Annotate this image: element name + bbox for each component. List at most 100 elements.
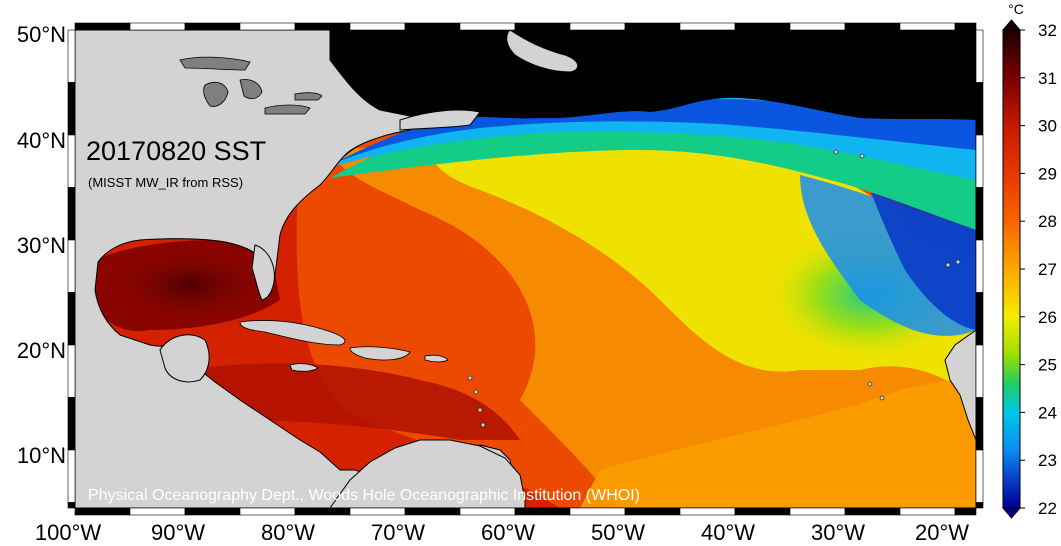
frame-graduation — [67, 292, 76, 346]
colorbar-tick-label: 31 — [1038, 69, 1057, 88]
frame-graduation — [899, 22, 956, 31]
colorbar-tick-label: 28 — [1038, 212, 1057, 231]
island-lesser-antilles-4 — [480, 422, 486, 428]
frame-graduation — [954, 22, 977, 31]
frame-graduation — [404, 507, 461, 516]
lat-label-50n: 50°N — [17, 22, 66, 47]
island-puerto-rico — [424, 354, 449, 363]
island-hispaniola — [349, 346, 411, 361]
colorbar-tick-label: 26 — [1038, 308, 1057, 327]
island-azores-1 — [833, 149, 839, 155]
frame-graduation — [67, 397, 76, 451]
colorbar-tick-label: 25 — [1038, 356, 1057, 375]
frame-graduation — [514, 507, 571, 516]
lon-label-100w: 100°W — [35, 520, 102, 545]
map-credit: Physical Oceanography Dept., Woods Hole … — [88, 487, 640, 504]
frame-graduation — [67, 344, 76, 398]
frame-graduation — [975, 29, 984, 83]
frame-graduation — [789, 507, 846, 516]
lon-label-90w: 90°W — [151, 520, 205, 545]
colorbar-unit: °C — [1008, 1, 1024, 17]
frame-graduation — [129, 507, 186, 516]
lake-huron — [239, 79, 263, 100]
land-florida — [251, 244, 275, 301]
frame-graduation — [74, 22, 131, 31]
lon-label-40w: 40°W — [701, 520, 755, 545]
frame-graduation — [844, 507, 901, 516]
island-canary-1 — [945, 262, 951, 268]
frame-graduation — [294, 22, 351, 31]
colorbar: °C 32 31 30 29 28 27 26 25 24 23 22 — [1001, 1, 1057, 519]
frame-graduation — [899, 507, 956, 516]
frame-graduation — [624, 22, 681, 31]
lon-label-50w: 50°W — [591, 520, 645, 545]
frame-graduation — [294, 507, 351, 516]
frame-graduation — [67, 449, 76, 503]
island-azores-2 — [859, 153, 865, 159]
frame-graduation — [734, 507, 791, 516]
frame-graduation — [975, 502, 984, 509]
lake-erie — [264, 104, 311, 115]
frame-graduation — [67, 502, 76, 509]
colorbar-tick-label: 27 — [1038, 260, 1057, 279]
colorbar-tick-label: 23 — [1038, 451, 1057, 470]
colorbar-top-arrow — [1001, 19, 1022, 31]
frame-graduation — [734, 22, 791, 31]
island-lesser-antilles-2 — [473, 389, 479, 395]
island-jamaica — [289, 363, 319, 372]
frame-graduation — [239, 22, 296, 31]
no-data-region-north — [330, 30, 976, 170]
sst-region-deep-blue-east — [870, 190, 976, 330]
frame-graduation — [789, 22, 846, 31]
frame-graduation — [74, 507, 131, 516]
frame-graduation — [239, 507, 296, 516]
frame-graduation — [67, 187, 76, 241]
frame-graduation — [679, 22, 736, 31]
frame-graduation — [67, 239, 76, 293]
lon-label-60w: 60°W — [481, 520, 535, 545]
island-cape-verde-1 — [867, 381, 873, 387]
frame-graduation — [975, 344, 984, 398]
frame-graduation — [404, 22, 461, 31]
lon-label-30w: 30°W — [811, 520, 865, 545]
frame-graduation — [844, 22, 901, 31]
frame-graduation — [129, 22, 186, 31]
frame-graduation — [975, 82, 984, 136]
frame-graduation — [514, 22, 571, 31]
land-nova-scotia — [399, 109, 481, 131]
land-newfoundland — [506, 30, 579, 73]
frame-graduation — [349, 507, 406, 516]
island-cuba — [239, 320, 346, 346]
frame-graduation — [624, 507, 681, 516]
frame-graduation — [67, 29, 76, 83]
lake-ontario — [294, 92, 323, 101]
lat-label-10n: 10°N — [17, 443, 66, 468]
island-lesser-antilles-3 — [477, 407, 483, 413]
land-south-america — [329, 439, 526, 508]
frame-graduation — [679, 507, 736, 516]
lon-label-20w: 20°W — [915, 520, 969, 545]
lake-michigan — [203, 81, 229, 107]
frame-graduation — [67, 134, 76, 188]
lon-label-70w: 70°W — [371, 520, 425, 545]
lon-label-80w: 80°W — [261, 520, 315, 545]
frame-graduation — [459, 507, 516, 516]
land-north-america — [75, 30, 513, 508]
frame-graduation — [184, 22, 241, 31]
lake-superior — [179, 56, 251, 71]
colorbar-tick-label: 22 — [1038, 499, 1057, 518]
lat-label-20n: 20°N — [17, 338, 66, 363]
map-title: 20170820 SST — [86, 136, 266, 166]
frame-graduation — [459, 22, 516, 31]
island-lesser-antilles-1 — [467, 375, 473, 381]
sst-region-south-orange — [580, 380, 976, 508]
frame-graduation — [349, 22, 406, 31]
frame-graduation — [975, 397, 984, 451]
map-frame-ticks — [67, 22, 984, 516]
frame-graduation — [975, 449, 984, 503]
lat-label-40n: 40°N — [17, 128, 66, 153]
island-cape-verde-2 — [879, 395, 885, 401]
sst-region-gulf-hot-core — [95, 240, 285, 330]
frame-graduation — [975, 187, 984, 241]
